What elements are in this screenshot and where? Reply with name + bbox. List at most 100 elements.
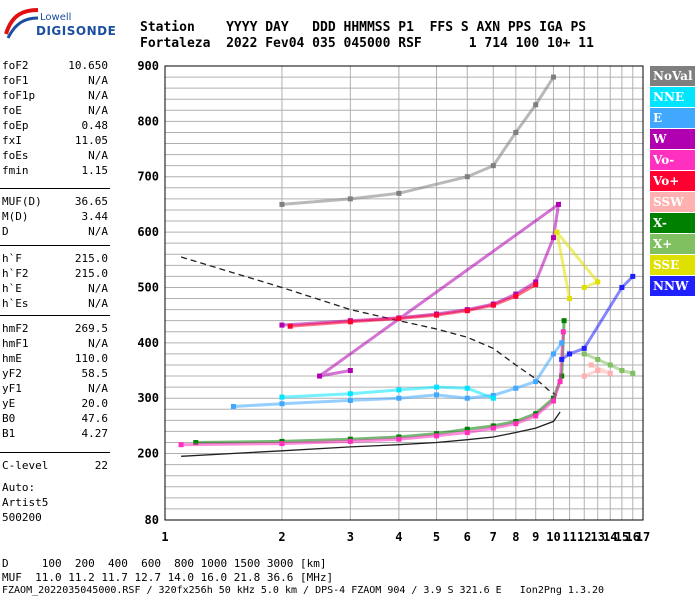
params-group-f: foF2 10.650 foF1 N/A foF1p N/A foE N/A foEp 0.48 f… [2, 58, 108, 178]
param-row: foF1p N/A [2, 88, 108, 103]
x-tick-label: 16 [626, 530, 640, 544]
param-value: 215.0 [74, 267, 108, 280]
param-name: B0 [2, 412, 16, 425]
echo-point [567, 296, 573, 302]
echo-trace [281, 201, 561, 378]
param-name: yE [2, 397, 16, 410]
header-labels: Station YYYY DAY DDD HHMMSS P1 FFS S AXN… [140, 20, 587, 35]
echo-trace [555, 231, 601, 299]
param-value: 11.05 [74, 134, 108, 147]
param-row: MUF(D) 36.65 [2, 194, 108, 209]
param-value: 3.44 [81, 210, 109, 223]
logo-swoosh-icon [4, 8, 39, 39]
echo-point [287, 323, 293, 329]
param-row: h`F 215.0 [2, 251, 108, 266]
param-name: hmF1 [2, 337, 29, 350]
params-group-profile: hmF2 269.5 hmF1 N/A hmE 110.0 yF2 58.5 yF1 N/A yE 2… [2, 321, 108, 441]
param-name: foEp [2, 119, 29, 132]
legend-item: SSW [650, 192, 695, 212]
separator [0, 188, 110, 189]
legend-item: E [650, 108, 695, 128]
param-row: yE 20.0 [2, 396, 108, 411]
legend-item: NoVal [650, 66, 695, 86]
x-tick-label: 2 [278, 530, 285, 544]
param-value: N/A [88, 74, 108, 87]
legend-item: SSE [650, 255, 695, 275]
header-values: Fortaleza 2022 Fev04 035 045000 RSF 1 71… [140, 36, 594, 51]
echo-point [559, 356, 565, 362]
plot-frame [164, 65, 644, 521]
param-name: fxI [2, 134, 22, 147]
param-value: 110.0 [74, 352, 108, 365]
param-row: B1 4.27 [2, 426, 108, 441]
muf-row: MUF 11.0 11.2 11.7 12.7 14.0 16.0 21.8 3… [2, 571, 334, 584]
y-tick-label: 300 [137, 391, 159, 405]
echo-point [193, 439, 199, 445]
param-row: h`Es N/A [2, 296, 108, 311]
param-value: N/A [88, 149, 108, 162]
param-name: B1 [2, 427, 16, 440]
echo-point [533, 282, 539, 288]
param-row: foEp 0.48 [2, 118, 108, 133]
y-tick-label: 500 [137, 280, 159, 294]
param-row: hmF2 269.5 [2, 321, 108, 336]
profile-solid-curve [181, 411, 561, 457]
param-row: foF1 N/A [2, 73, 108, 88]
param-value: 22 [94, 459, 108, 472]
param-row: C-level 22 [2, 458, 108, 473]
echo-point [550, 74, 556, 80]
param-value: N/A [88, 225, 108, 238]
param-name: fmin [2, 164, 29, 177]
param-row: B0 47.6 [2, 411, 108, 426]
param-name: h`Es [2, 297, 29, 310]
param-value: 58.5 [81, 367, 109, 380]
auto-label: Auto: [2, 481, 36, 494]
y-tick-label: 800 [137, 114, 159, 128]
echo-trace [281, 76, 555, 206]
param-value: 36.65 [74, 195, 108, 208]
param-value: 10.650 [68, 59, 108, 72]
legend-item: NNE [650, 87, 695, 107]
echo-trace [233, 341, 563, 408]
param-name: h`E [2, 282, 22, 295]
param-row: foE N/A [2, 103, 108, 118]
param-name: h`F2 [2, 267, 29, 280]
separator [0, 315, 110, 316]
param-row: foF2 10.650 [2, 58, 108, 73]
params-group-muf: MUF(D) 36.65 M(D) 3.44 D N/A [2, 194, 108, 239]
param-value: 4.27 [81, 427, 109, 440]
param-name: yF1 [2, 382, 22, 395]
param-value: 20.0 [81, 397, 109, 410]
param-row: D N/A [2, 224, 108, 239]
param-value: 1.15 [81, 164, 109, 177]
param-row: fxI 11.05 [2, 133, 108, 148]
y-tick-label: 400 [137, 336, 159, 350]
x-tick-label: 11 [562, 530, 576, 544]
param-name: h`F [2, 252, 22, 265]
x-tick-label: 6 [464, 530, 471, 544]
param-value: N/A [88, 282, 108, 295]
auto-software: Artist5 [2, 496, 49, 509]
digisonde-logo: Lowell DIGISONDE [0, 0, 160, 50]
param-row: yF1 N/A [2, 381, 108, 396]
legend-item: Vo+ [650, 171, 695, 191]
x-tick-label: 10 [546, 530, 560, 544]
param-name: MUF(D) [2, 195, 42, 208]
param-name: foF1p [2, 89, 36, 102]
param-name: C-level [2, 459, 49, 472]
x-tick-label: 7 [490, 530, 497, 544]
param-value: N/A [88, 337, 108, 350]
params-group-heights: h`F 215.0 h`F2 215.0 h`E N/A h`Es N/A [2, 251, 108, 311]
y-tick-label: 200 [137, 447, 159, 461]
separator [0, 452, 110, 453]
legend-item: NNW [650, 276, 695, 296]
param-row: foEs N/A [2, 148, 108, 163]
param-value: N/A [88, 382, 108, 395]
param-name: foF2 [2, 59, 29, 72]
legend-item: W [650, 129, 695, 149]
echo-trace [281, 385, 494, 400]
param-row: M(D) 3.44 [2, 209, 108, 224]
ionogram-plot: 1 2 3 4 5 6 7 8 9 10 11 12 1314151617802003004005006… [137, 59, 650, 544]
legend-item: X+ [650, 234, 695, 254]
echo-trace [181, 331, 565, 447]
